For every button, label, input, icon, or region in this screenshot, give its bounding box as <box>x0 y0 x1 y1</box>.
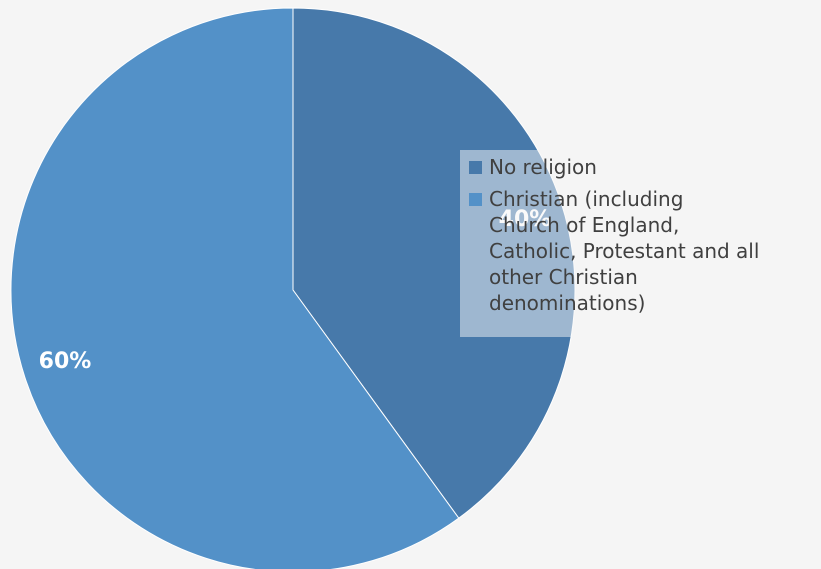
legend-item-christian: Christian (including Church of England, … <box>469 186 813 316</box>
chart-legend: No religion Christian (including Church … <box>460 150 821 337</box>
legend-label-christian: Christian (including Church of England, … <box>489 187 760 315</box>
legend-swatch-christian <box>469 193 482 206</box>
pie-data-label-1: 60% <box>39 349 92 374</box>
legend-label-no-religion: No religion <box>489 155 597 179</box>
legend-item-no-religion: No religion <box>469 154 813 180</box>
legend-swatch-no-religion <box>469 161 482 174</box>
pie-slice-1 <box>10 7 460 569</box>
